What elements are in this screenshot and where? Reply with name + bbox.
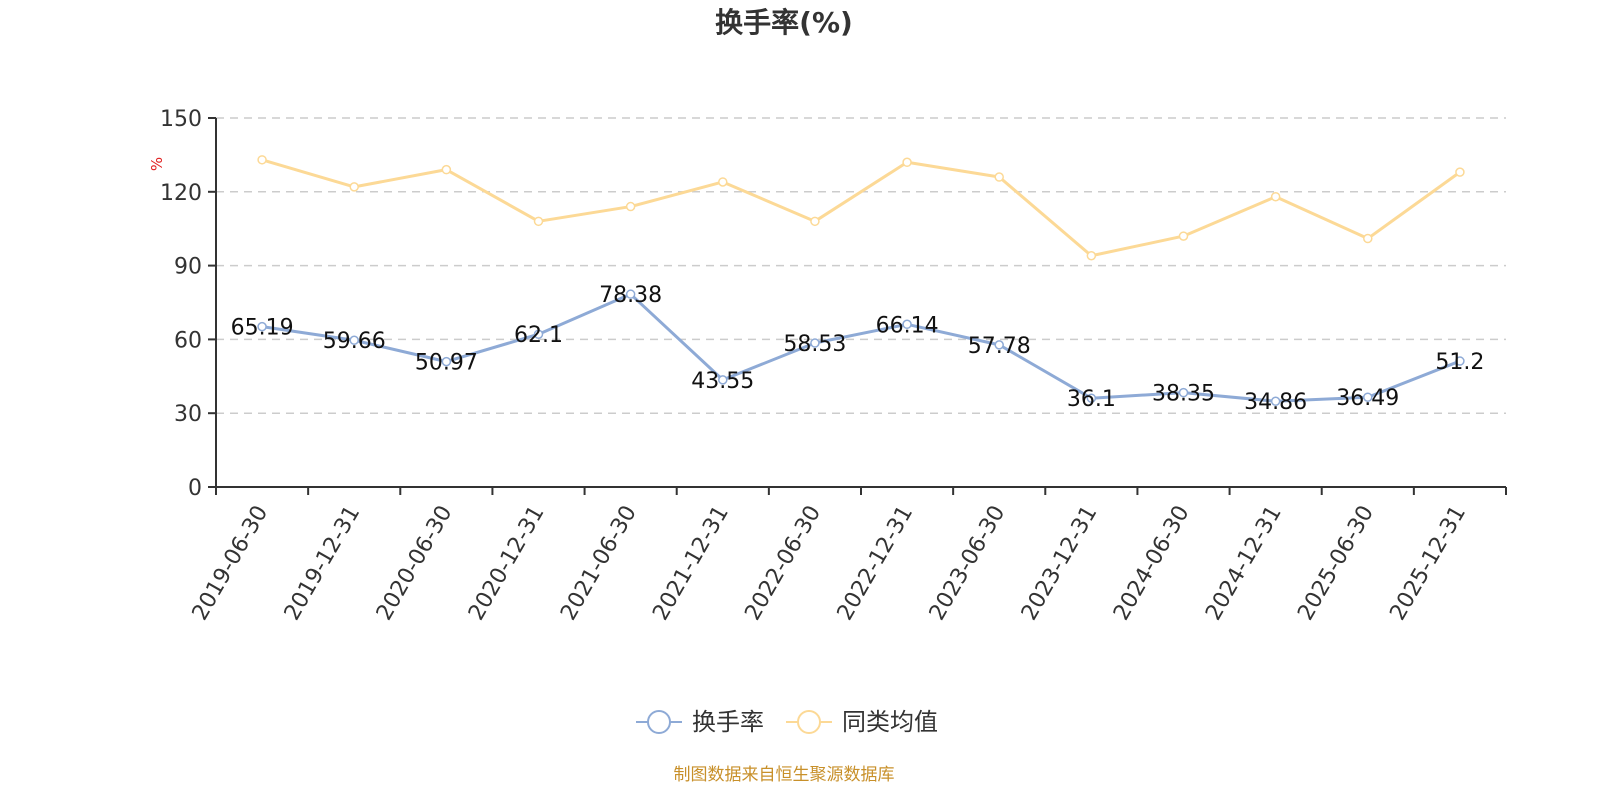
x-tick-label: 2023-06-30 [925,501,1011,624]
data-point[interactable] [1363,392,1373,402]
data-point[interactable] [1363,233,1373,244]
data-point[interactable] [1270,191,1281,202]
x-tick-label: 2020-12-31 [464,502,550,625]
x-tick-label: 2020-06-30 [372,502,458,625]
x-tick-label: 2019-06-30 [188,502,274,625]
x-tick-label: 2023-12-31 [1017,502,1103,625]
data-label: 51.2 [1435,350,1484,375]
data-point[interactable] [625,289,636,299]
data-label: 58.53 [783,332,846,357]
series-layer [257,155,1465,406]
data-label: 43.55 [691,369,754,394]
x-tick-label: 2022-06-30 [740,502,826,625]
y-tick-label: 90 [174,255,202,280]
data-point[interactable] [257,155,267,165]
data-point[interactable] [1270,396,1281,406]
data-point[interactable] [1086,251,1097,261]
x-tick-label: 2019-12-31 [280,502,366,625]
data-point[interactable] [902,157,912,168]
y-tick-label: 0 [188,476,202,501]
grid-lines [216,117,1506,414]
data-point[interactable] [810,216,820,227]
data-point[interactable] [533,216,544,227]
chart-title: 换手率(%) [715,6,853,39]
data-label: 57.78 [968,334,1031,359]
data-point[interactable] [1086,393,1097,403]
data-label: 36.49 [1336,386,1399,411]
data-source-note: 制图数据来自恒生聚源数据库 [674,765,895,785]
series-0 [257,289,1465,406]
legend-item-0[interactable]: 换手率 [636,708,764,736]
data-label: 62.1 [514,323,563,348]
x-tick-label: 2024-06-30 [1109,502,1195,625]
series-line-0 [261,292,1461,403]
data-label: 66.14 [876,313,939,338]
data-label: 59.66 [323,329,386,354]
y-tick-label: 30 [174,402,202,427]
data-point[interactable] [718,375,728,385]
data-point[interactable] [718,177,728,187]
data-point[interactable] [1178,231,1189,241]
data-point[interactable] [441,356,452,367]
legend[interactable]: 换手率 同类均值 [636,708,938,736]
data-point[interactable] [257,321,267,332]
y-tick-label: 150 [160,107,202,132]
legend-circle-icon [797,710,821,734]
series-line-1 [261,158,1461,258]
data-point[interactable] [349,335,359,345]
data-point[interactable] [625,201,636,212]
data-point[interactable] [349,182,359,192]
x-tick-label: 2024-12-31 [1201,502,1287,625]
x-tick-label: 2025-12-31 [1385,502,1471,625]
data-point[interactable] [1178,387,1189,398]
data-label: 34.86 [1244,390,1307,415]
series-1 [257,155,1465,261]
data-point[interactable] [902,319,912,330]
legend-item-1[interactable]: 同类均值 [786,708,938,736]
legend-label: 换手率 [692,708,764,736]
x-tick-label: 2021-12-31 [648,502,734,625]
data-point[interactable] [810,338,820,348]
data-point[interactable] [1455,356,1465,366]
data-label: 65.19 [231,316,294,341]
x-tick-label: 2021-06-30 [556,502,642,625]
data-label: 38.35 [1152,382,1215,407]
y-axis-unit-label: % [148,157,166,171]
data-label: 50.97 [415,351,478,376]
legend-label: 同类均值 [842,708,938,736]
y-tick-label: 60 [174,328,202,353]
data-point[interactable] [441,164,452,175]
x-tick-label: 2022-12-31 [833,502,919,625]
data-label: 36.1 [1067,387,1116,412]
data-point[interactable] [1455,167,1465,177]
data-point[interactable] [533,329,544,339]
data-point[interactable] [994,172,1004,182]
data-point[interactable] [994,340,1004,350]
x-tick-label: 2025-06-30 [1293,502,1379,625]
data-label: 78.38 [599,283,662,308]
legend-circle-icon [647,710,671,734]
data-labels: 65.19 59.66 50.97 62.1 78.38 43.55 58.53 66.14 5… [231,283,1485,415]
y-tick-label: 120 [160,181,202,206]
